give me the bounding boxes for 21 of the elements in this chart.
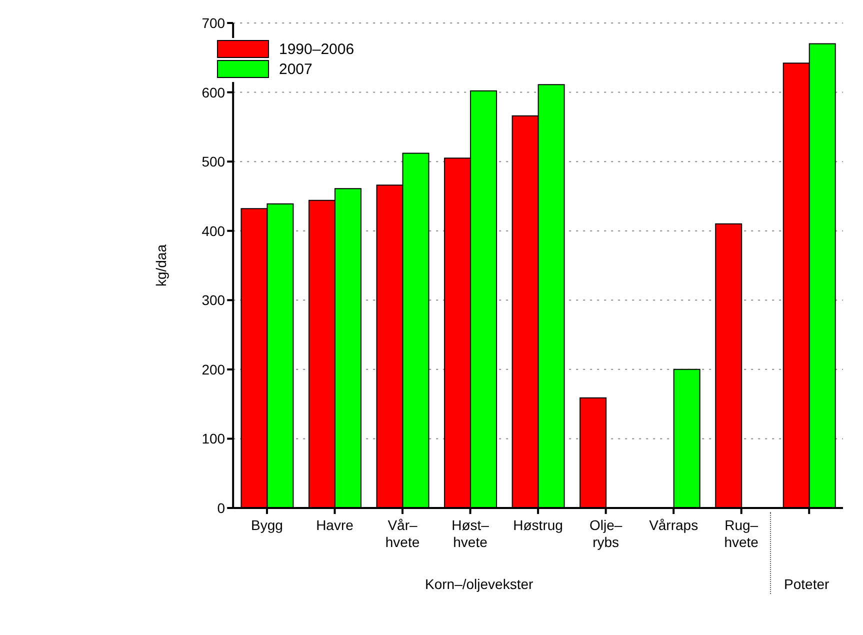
y-tick-label: 300 — [202, 292, 226, 308]
x-tick-label: Rug– hvete — [724, 517, 759, 550]
text: Poteter — [783, 576, 830, 592]
y-tick-label: 0 — [217, 500, 226, 516]
x-tick-label: Høstrug — [513, 517, 563, 533]
y-tick-label: 400 — [202, 222, 226, 239]
y-tick-label: 700 — [202, 14, 226, 31]
legend-label: 1990–2006 — [278, 40, 354, 58]
legend-label: 2007 — [278, 60, 314, 78]
y-axis-title: kg/daa — [153, 244, 170, 287]
text: Korn–/oljevekster — [424, 576, 534, 592]
y-tick-label: 600 — [202, 84, 226, 100]
y-tick-label: 200 — [202, 361, 226, 378]
y-tick-label: 100 — [202, 430, 226, 447]
x-tick-label: Bygg — [251, 517, 283, 533]
y-tick-label: 500 — [202, 154, 226, 170]
x-tick-label: Olje– rybs — [589, 517, 622, 550]
x-tick-label: Høst– hvete — [452, 517, 490, 550]
x-tick-label: Havre — [316, 517, 354, 533]
x-tick-label: Vår– hvete — [385, 517, 420, 550]
x-tick-label: Vårraps — [649, 517, 698, 533]
